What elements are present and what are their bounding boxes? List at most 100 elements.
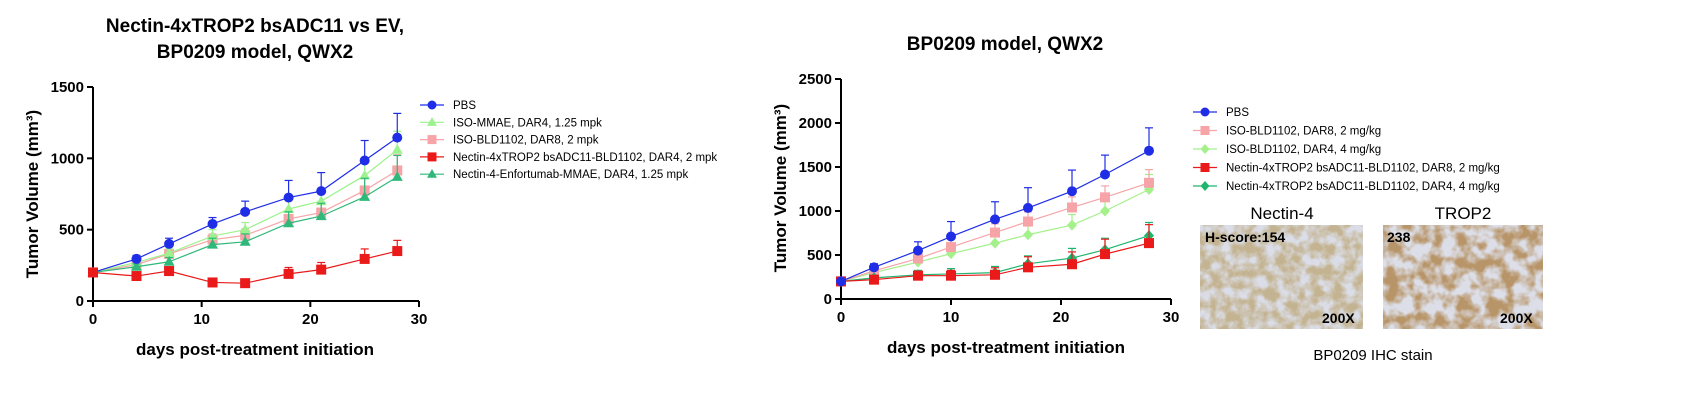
chart-left-legend-entry-0: PBS <box>420 100 476 112</box>
chart-right-legend-entry-1: ISO-BLD1102, DAR8, 2 mg/kg <box>1193 126 1381 138</box>
chart-right-data-point <box>1023 229 1033 241</box>
chart-left-legend-label: PBS <box>453 100 476 112</box>
ihc-trop2-title: TROP2 <box>1435 204 1492 223</box>
chart-left-data-point <box>240 206 251 217</box>
chart-left-x-tick-label: 20 <box>302 311 319 328</box>
chart-right-x-tick-label: 0 <box>837 309 845 326</box>
chart-right-legend-marker <box>1200 181 1210 191</box>
chart-right-legend-label: ISO-BLD1102, DAR8, 2 mg/kg <box>1226 126 1381 138</box>
chart-left-axes: 0 10 20 30 0 500 1000 1500 <box>51 79 428 328</box>
chart-right-legend: PBS ISO-BLD1102, DAR8, 2 mg/kg ISO-BLD1102… <box>1193 107 1500 193</box>
ihc-nectin4-hscore: H-score:154 <box>1205 229 1285 245</box>
chart-left-data-point <box>283 203 295 213</box>
chart-right-data-point <box>1144 177 1154 188</box>
ihc-trop2-magnification: 200X <box>1500 310 1533 326</box>
chart-right-legend-marker <box>1200 107 1210 117</box>
chart-right-data-point <box>1023 202 1033 213</box>
ihc-panels: Nectin-4 H-score:154 200X TROP2 238 200X… <box>1200 204 1543 364</box>
chart-left-title-line1: Nectin-4xTROP2 bsADC11 vs EV, <box>106 16 404 37</box>
chart-left-legend-entry-2: ISO-BLD1102, DAR8, 2 mpk <box>420 135 599 147</box>
chart-left-series-3 <box>88 239 403 289</box>
chart-right-data-point <box>1067 219 1077 231</box>
chart-right-data-point <box>913 253 923 264</box>
chart-right-x-axis-label: days post-treatment initiation <box>887 338 1125 357</box>
chart-right: BP0209 model, QWX2 days post-treatment i… <box>771 34 1500 357</box>
chart-right-legend-label: ISO-BLD1102, DAR4, 4 mg/kg <box>1226 144 1381 156</box>
chart-left-data-point <box>392 246 403 257</box>
chart-left-data-point <box>130 261 142 271</box>
chart-left-data-point <box>359 191 371 201</box>
chart-right-x-tick-label: 20 <box>1053 309 1070 326</box>
chart-right-series <box>836 127 1154 287</box>
chart-left-legend-marker <box>427 135 437 145</box>
chart-left-y-tick-label: 0 <box>76 293 84 310</box>
chart-left-data-point <box>131 271 142 282</box>
chart-right-data-point <box>1144 238 1154 249</box>
chart-left-data-point <box>164 266 175 277</box>
chart-left-data-point <box>239 236 251 246</box>
chart-right-legend-marker <box>1200 144 1210 154</box>
chart-right-y-tick-label: 2000 <box>799 115 832 132</box>
ihc-trop2-image <box>1383 225 1543 329</box>
chart-left-series <box>87 112 403 289</box>
chart-right-data-point <box>869 274 879 285</box>
chart-left-data-point <box>283 192 294 203</box>
chart-right-legend-label: Nectin-4xTROP2 bsADC11-BLD1102, DAR4, 4 … <box>1226 181 1500 193</box>
chart-right-legend-entry-2: ISO-BLD1102, DAR4, 4 mg/kg <box>1193 144 1381 156</box>
chart-left-x-axis-label: days post-treatment initiation <box>136 340 374 359</box>
ihc-trop2-hscore: 238 <box>1387 229 1411 245</box>
chart-right-data-point <box>946 270 956 281</box>
chart-right-legend-label: PBS <box>1226 107 1249 119</box>
chart-right-title: BP0209 model, QWX2 <box>907 34 1103 55</box>
chart-left-data-point <box>239 223 251 234</box>
ihc-caption: BP0209 IHC stain <box>1313 347 1432 364</box>
chart-right-data-point <box>946 231 956 242</box>
chart-left-data-point <box>88 267 98 278</box>
chart-right-legend-entry-3: Nectin-4xTROP2 bsADC11-BLD1102, DAR8, 2 … <box>1193 163 1500 175</box>
chart-right-x-tick-label: 10 <box>943 309 960 326</box>
chart-right-data-point <box>913 270 923 281</box>
chart-left-legend-entry-1: ISO-MMAE, DAR4, 1.25 mpk <box>420 117 602 129</box>
chart-right-legend-marker <box>1200 126 1210 135</box>
ihc-nectin4-title: Nectin-4 <box>1250 204 1313 223</box>
chart-left-y-tick-label: 500 <box>59 222 84 239</box>
chart-left-data-point <box>240 278 251 289</box>
chart-right-y-tick-label: 1500 <box>799 159 832 176</box>
chart-right-series-0 <box>836 127 1154 287</box>
chart-right-y-tick-label: 500 <box>807 247 832 264</box>
chart-left-legend-marker <box>427 169 437 178</box>
chart-left-legend-marker <box>427 152 437 162</box>
chart-left: Nectin-4xTROP2 bsADC11 vs EV, BP0209 mod… <box>23 16 717 359</box>
chart-left-x-tick-label: 10 <box>193 311 210 328</box>
chart-left-series-0 <box>88 112 403 278</box>
chart-left-data-point <box>283 217 295 228</box>
chart-left-legend-label: Nectin-4xTROP2 bsADC11-BLD1102, DAR4, 2 … <box>453 152 717 164</box>
chart-right-data-point <box>1144 145 1154 156</box>
chart-right-legend-entry-0: PBS <box>1193 107 1249 119</box>
chart-left-legend-entry-4: Nectin-4-Enfortumab-MMAE, DAR4, 1.25 mpk <box>420 169 688 181</box>
chart-right-y-tick-label: 1000 <box>799 203 832 220</box>
chart-right-data-point <box>1100 205 1110 217</box>
chart-left-data-point <box>207 218 218 229</box>
chart-left-legend: PBS ISO-MMAE, DAR4, 1.25 mpk ISO-BLD1102, … <box>420 100 717 181</box>
chart-left-data-point <box>392 132 403 143</box>
chart-left-x-tick-label: 0 <box>89 311 97 328</box>
chart-left-legend-marker <box>427 100 437 110</box>
chart-left-data-point <box>316 186 327 197</box>
chart-right-data-point <box>1100 169 1110 180</box>
chart-right-data-point <box>869 262 879 273</box>
chart-left-legend-label: ISO-MMAE, DAR4, 1.25 mpk <box>453 117 602 129</box>
chart-left-legend-marker <box>427 117 437 126</box>
chart-left-data-point <box>315 210 327 221</box>
chart-right-data-point <box>990 214 1000 225</box>
chart-right-data-point <box>1023 262 1033 273</box>
chart-right-data-point <box>990 237 1000 249</box>
chart-left-data-point <box>164 238 175 249</box>
chart-left-y-axis-label: Tumor Volume (mm³) <box>23 110 42 278</box>
chart-left-data-point <box>316 264 327 275</box>
chart-right-legend-label: Nectin-4xTROP2 bsADC11-BLD1102, DAR8, 2 … <box>1226 163 1500 175</box>
chart-right-data-point <box>1067 186 1077 197</box>
chart-right-data-point <box>1023 216 1033 227</box>
chart-right-data-point <box>1067 259 1077 270</box>
ihc-nectin4-magnification: 200X <box>1322 310 1355 326</box>
